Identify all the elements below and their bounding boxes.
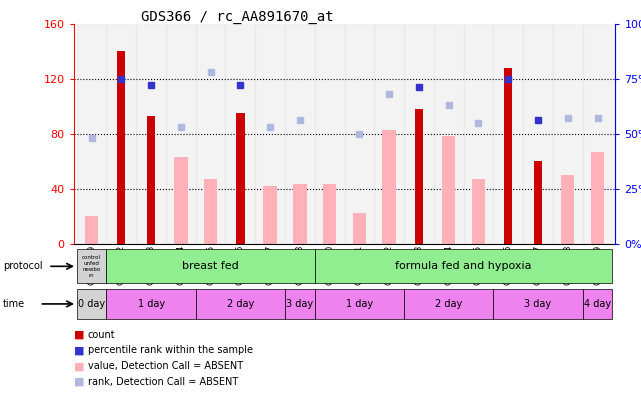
Text: control
unfed
newbo
rn: control unfed newbo rn: [82, 255, 101, 278]
Bar: [106, 249, 315, 283]
Text: 1 day: 1 day: [346, 299, 373, 309]
Bar: [226, 24, 255, 244]
Bar: [285, 24, 315, 244]
Bar: [255, 24, 285, 244]
Text: 3 day: 3 day: [524, 299, 551, 309]
Bar: [353, 213, 366, 244]
Bar: [106, 24, 136, 244]
Bar: [553, 24, 583, 244]
Text: ■: ■: [74, 345, 84, 356]
Bar: [315, 24, 345, 244]
Bar: [383, 129, 396, 244]
Bar: [561, 175, 574, 244]
Bar: [463, 24, 494, 244]
Bar: [196, 289, 285, 319]
Text: ■: ■: [74, 361, 84, 371]
Bar: [77, 249, 106, 283]
Bar: [174, 157, 188, 244]
Text: GDS366 / rc_AA891670_at: GDS366 / rc_AA891670_at: [141, 10, 333, 24]
Text: 3 day: 3 day: [287, 299, 313, 309]
Bar: [166, 24, 196, 244]
Bar: [591, 152, 604, 244]
Bar: [77, 289, 106, 319]
Text: percentile rank within the sample: percentile rank within the sample: [88, 345, 253, 356]
Text: formula fed and hypoxia: formula fed and hypoxia: [395, 261, 532, 271]
Bar: [204, 179, 217, 244]
Text: time: time: [3, 299, 26, 309]
Bar: [293, 185, 306, 244]
Bar: [77, 24, 106, 244]
Bar: [583, 289, 612, 319]
Bar: [315, 289, 404, 319]
Text: 2 day: 2 day: [227, 299, 254, 309]
Bar: [136, 24, 166, 244]
Bar: [504, 68, 512, 244]
Text: 1 day: 1 day: [138, 299, 165, 309]
Bar: [147, 116, 155, 244]
Bar: [583, 24, 612, 244]
Text: 4 day: 4 day: [584, 299, 611, 309]
Text: 2 day: 2 day: [435, 299, 462, 309]
Text: rank, Detection Call = ABSENT: rank, Detection Call = ABSENT: [88, 377, 238, 387]
Text: ■: ■: [74, 329, 84, 340]
Bar: [534, 161, 542, 244]
Bar: [472, 179, 485, 244]
Bar: [404, 24, 434, 244]
Text: protocol: protocol: [3, 261, 43, 271]
Bar: [236, 113, 244, 244]
Bar: [404, 289, 494, 319]
Text: value, Detection Call = ABSENT: value, Detection Call = ABSENT: [88, 361, 243, 371]
Bar: [85, 216, 98, 244]
Bar: [117, 51, 126, 244]
Bar: [374, 24, 404, 244]
Bar: [494, 24, 523, 244]
Bar: [323, 185, 337, 244]
Bar: [196, 24, 226, 244]
Bar: [434, 24, 463, 244]
Bar: [415, 109, 423, 244]
Bar: [523, 24, 553, 244]
Bar: [263, 186, 277, 244]
Text: count: count: [88, 329, 115, 340]
Text: breast fed: breast fed: [182, 261, 239, 271]
Text: ■: ■: [74, 377, 84, 387]
Text: 0 day: 0 day: [78, 299, 105, 309]
Bar: [494, 289, 583, 319]
Bar: [285, 289, 315, 319]
Bar: [315, 249, 612, 283]
Bar: [106, 289, 196, 319]
Bar: [442, 136, 455, 244]
Bar: [345, 24, 374, 244]
